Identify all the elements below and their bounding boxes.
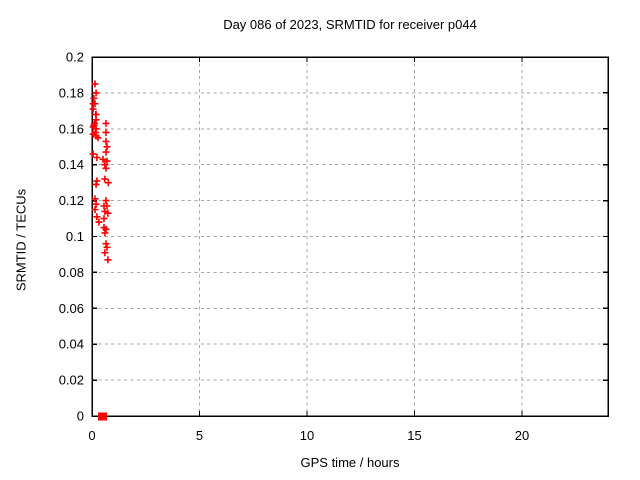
grid-lines (92, 57, 608, 416)
tick-labels: 0 0.02 0.04 0.06 0.08 0.1 0.12 0.14 0.16 0.18 0.2 0… (59, 50, 530, 444)
x-tick-label: 5 (196, 428, 203, 443)
x-tick-label: 10 (300, 428, 314, 443)
y-tick-label: 0.08 (59, 265, 84, 280)
plus-marker (89, 80, 112, 264)
y-tick-label: 0 (77, 409, 84, 424)
series-origin-marker (98, 412, 108, 421)
x-tick-label: 15 (407, 428, 421, 443)
x-tick-label: 20 (515, 428, 529, 443)
data-points (89, 80, 112, 421)
x-axis-label: GPS time / hours (300, 455, 400, 470)
series-srmtid-points (89, 80, 112, 264)
chart-title: Day 086 of 2023, SRMTID for receiver p04… (223, 17, 477, 32)
plot-border (91, 56, 609, 417)
x-tick-label: 0 (88, 428, 95, 443)
square-marker (98, 412, 108, 421)
y-tick-label: 0.18 (59, 85, 84, 100)
y-tick-label: 0.04 (59, 337, 84, 352)
y-tick-label: 0.16 (59, 121, 84, 136)
y-tick-label: 0.02 (59, 373, 84, 388)
y-axis-label: SRMTID / TECUs (13, 188, 29, 292)
y-tick-label: 0.06 (59, 301, 84, 316)
y-tick-label: 0.14 (59, 157, 84, 172)
y-tick-label: 0.1 (66, 229, 84, 244)
y-tick-label: 0.12 (59, 193, 84, 208)
y-tick-label: 0.2 (66, 50, 84, 65)
